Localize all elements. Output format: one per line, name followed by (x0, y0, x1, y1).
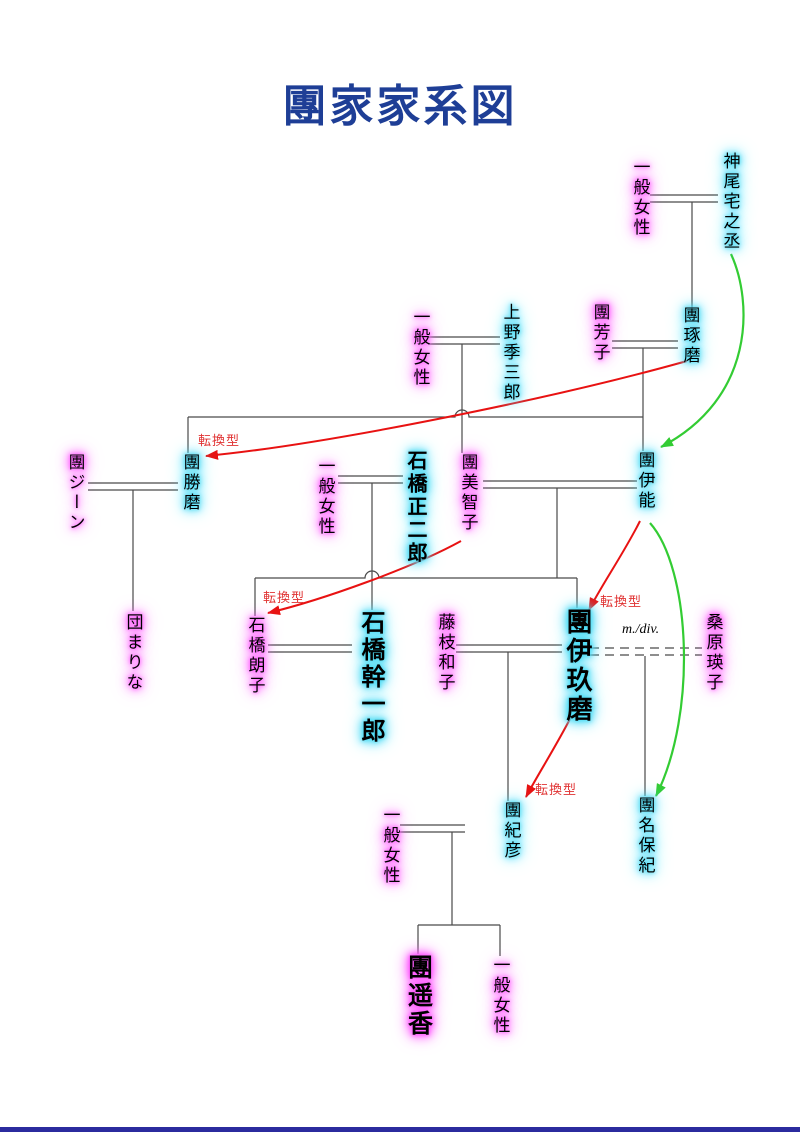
person-ishibashi-kanichiro: 石橋幹一郎 (357, 610, 383, 745)
person-ueno-kisaburo: 上野季三郎 (500, 303, 520, 403)
person-dan-takuma: 團琢磨 (680, 306, 700, 366)
page-title: 團家家系図 (282, 82, 518, 131)
person-ippan-josei-2: 一般女性 (410, 308, 430, 388)
person-ishibashi-akiko: 石橋朗子 (245, 616, 265, 696)
person-ippan-josei-5: 一般女性 (490, 956, 510, 1036)
sibling-line (188, 409, 643, 418)
bottom-border-bar (0, 1127, 800, 1132)
person-dan-nahoki: 團名保紀 (635, 796, 655, 876)
person-dan-ikuma: 團伊玖磨 (563, 608, 592, 724)
lineage-arrow (649, 522, 686, 797)
person-kamio-takunojo: 神尾宅之丞 (720, 152, 740, 252)
sibling-line (255, 570, 577, 579)
person-dan-michiko: 團美智子 (458, 453, 478, 533)
lineage-arrow (660, 253, 745, 448)
conversion-arrow (205, 360, 688, 460)
conversion-type-label: 転換型 (198, 433, 241, 448)
person-dan-katsuma: 團勝磨 (180, 453, 200, 513)
conversion-type-label: 転換型 (535, 782, 578, 797)
person-dan-haruka: 團遥香 (404, 954, 432, 1038)
person-kuwahara-eiko: 桑原瑛子 (703, 613, 723, 693)
person-ippan-josei-4: 一般女性 (380, 806, 400, 886)
person-ippan-josei-3: 一般女性 (315, 457, 335, 537)
conversion-type-label: 転換型 (263, 590, 306, 605)
person-dan-ino: 團伊能 (635, 451, 655, 511)
person-ishibashi-shojiro: 石橋正二郎 (404, 450, 426, 565)
person-dan-norihiko: 團紀彦 (501, 801, 521, 861)
person-dan-jean: 團ジーン (65, 453, 85, 533)
person-dan-yoshiko: 團芳子 (590, 303, 610, 363)
person-dan-marina: 団まりな (123, 613, 143, 693)
person-fujie-kazuko: 藤枝和子 (435, 613, 455, 693)
person-ippan-josei-1: 一般女性 (630, 158, 650, 238)
conversion-type-label: 転換型 (600, 594, 643, 609)
marriage-divorce-label: m./div. (622, 622, 660, 637)
